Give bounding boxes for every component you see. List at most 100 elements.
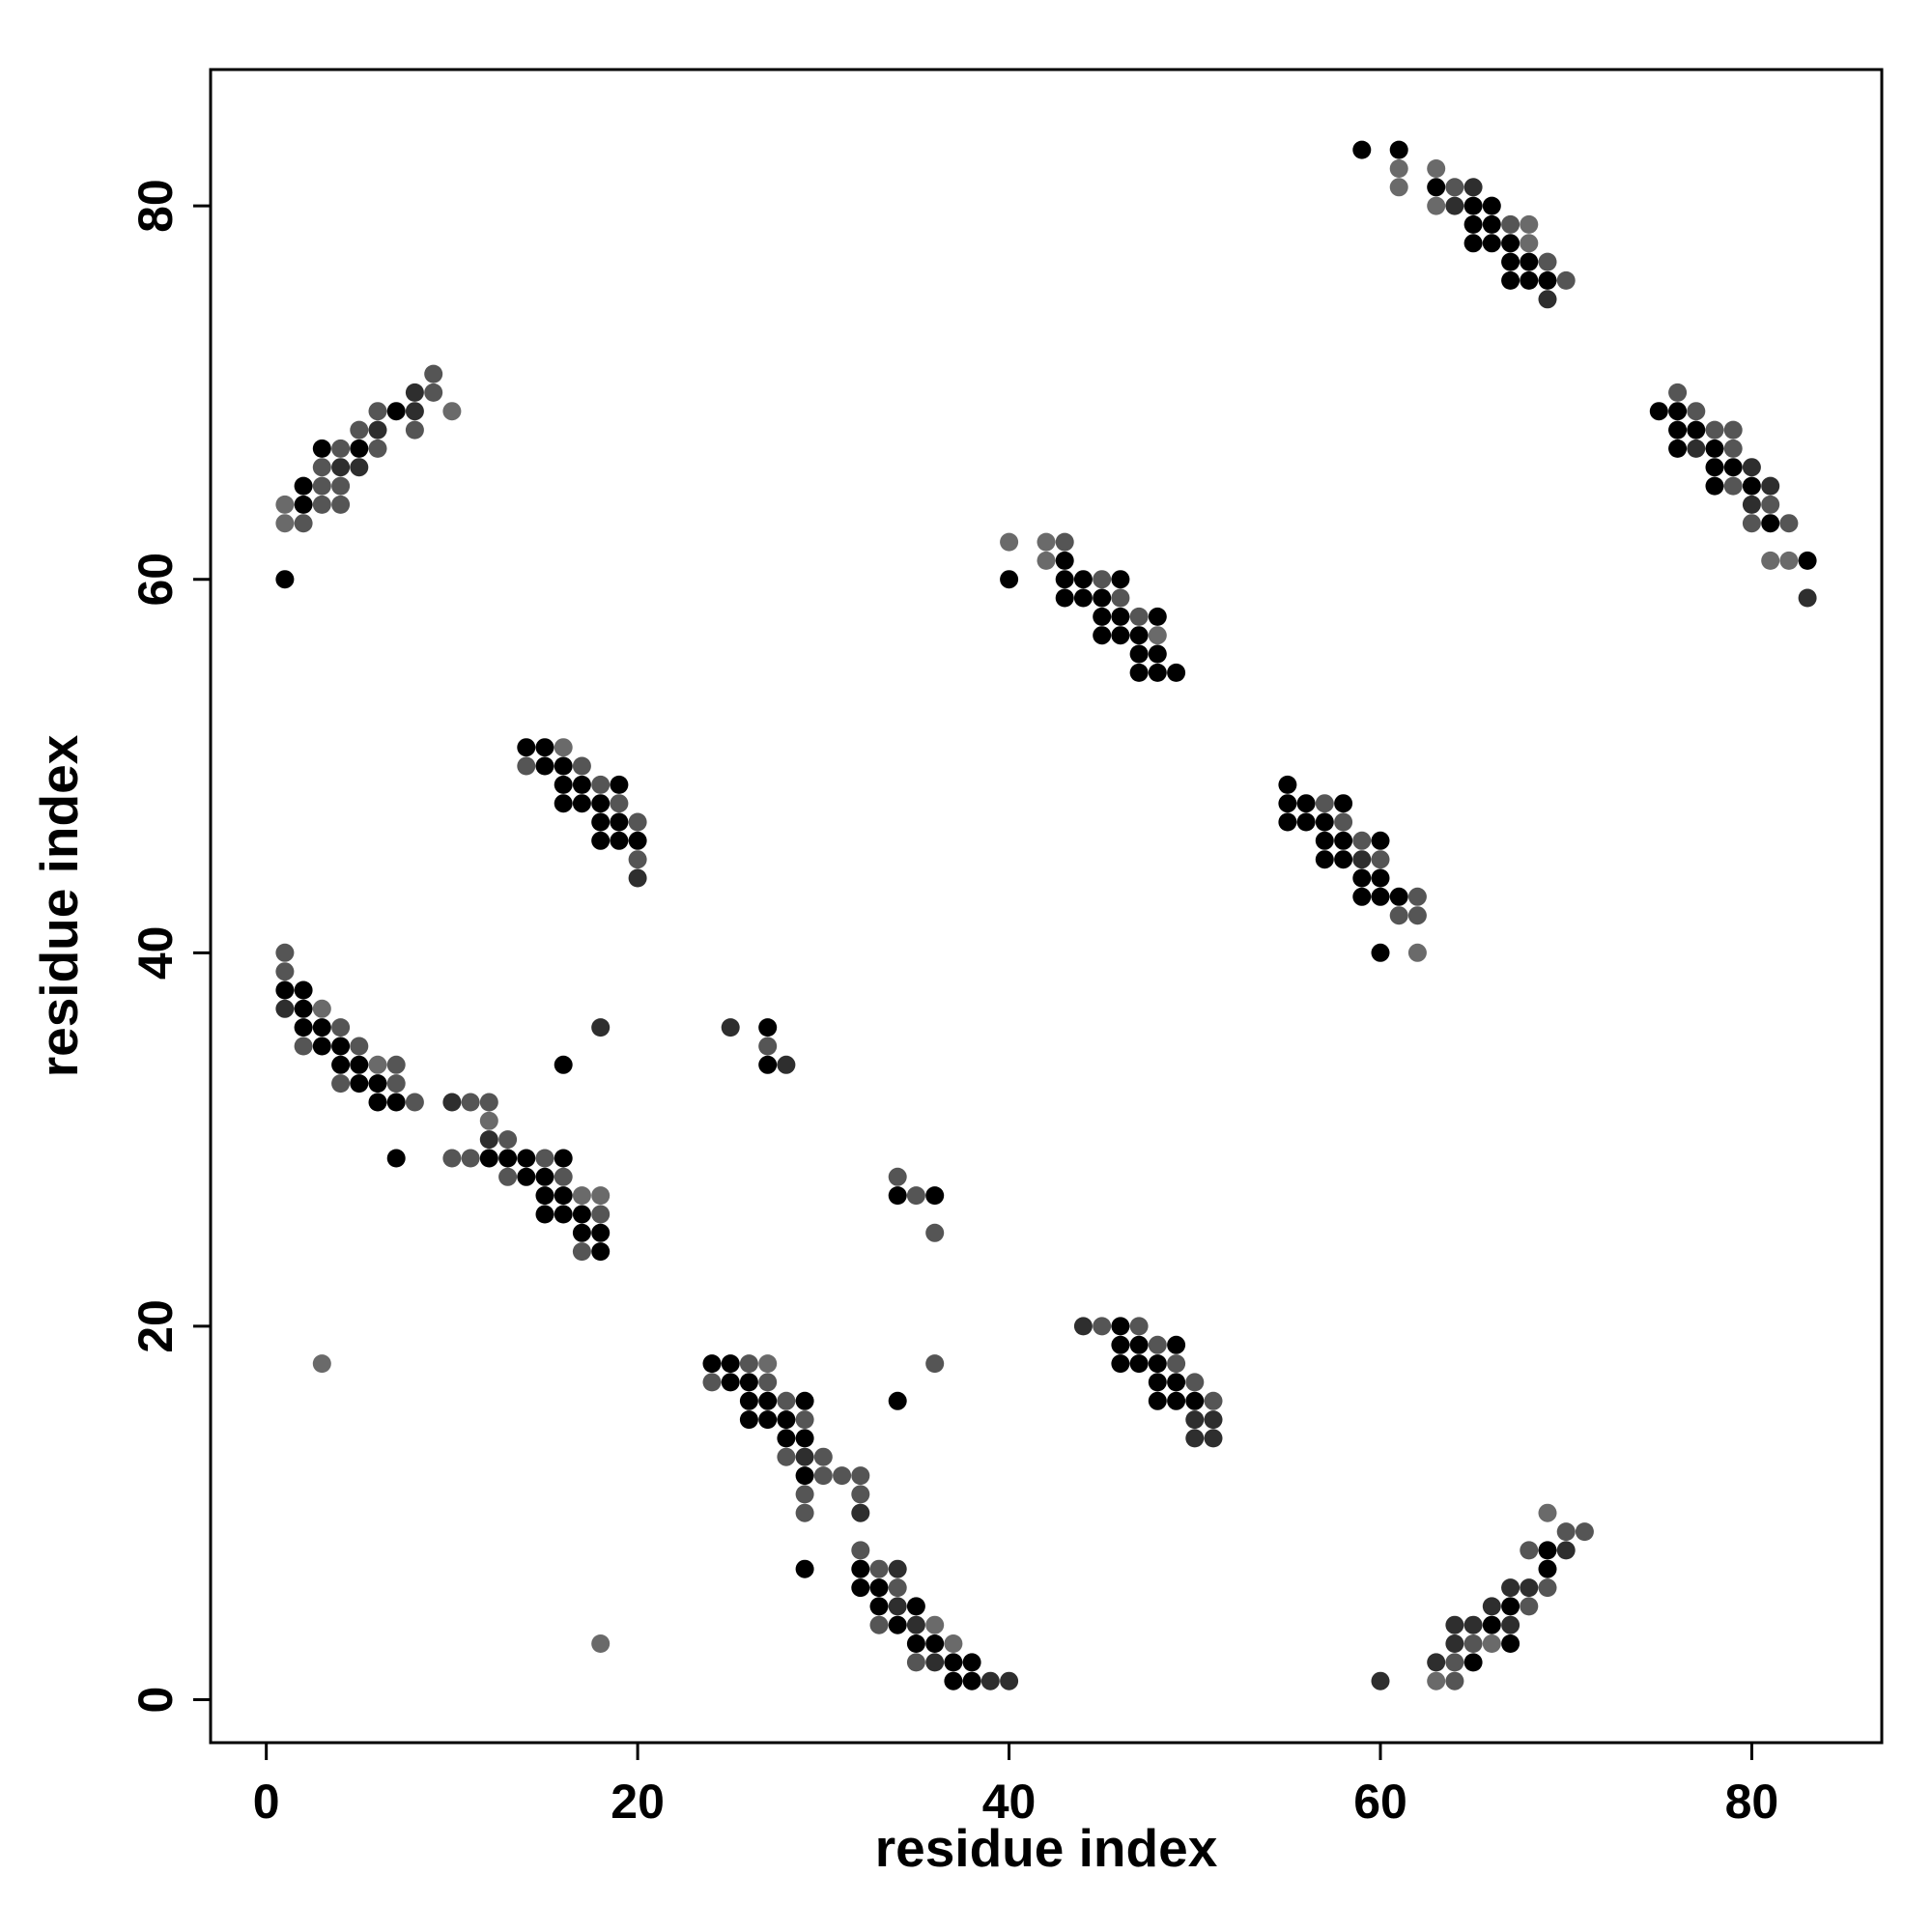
- data-point: [702, 1373, 722, 1392]
- data-point: [461, 1149, 480, 1168]
- data-point: [888, 1578, 907, 1598]
- data-point: [535, 738, 554, 757]
- data-point: [1278, 794, 1297, 813]
- data-point: [312, 458, 331, 477]
- data-point: [628, 850, 647, 869]
- data-point: [1761, 551, 1780, 570]
- data-point: [1538, 1578, 1557, 1598]
- data-point: [1742, 514, 1761, 533]
- data-point: [1334, 794, 1353, 813]
- data-point: [1761, 476, 1780, 496]
- data-point: [368, 439, 387, 458]
- data-point: [1204, 1429, 1223, 1448]
- data-point: [906, 1186, 925, 1206]
- data-point: [386, 1074, 406, 1094]
- data-point: [962, 1671, 981, 1690]
- data-point: [479, 1130, 498, 1150]
- data-point: [758, 1410, 778, 1430]
- y-axis-title: residue index: [29, 734, 89, 1077]
- data-point: [294, 999, 313, 1018]
- data-point: [851, 1559, 870, 1578]
- y-axis: 0 20 40 60 80: [128, 179, 211, 1713]
- data-point: [906, 1615, 925, 1634]
- data-point: [312, 476, 331, 496]
- data-point: [1389, 887, 1408, 906]
- data-point: [925, 1615, 945, 1634]
- data-point: [758, 1373, 778, 1392]
- data-point: [1371, 868, 1390, 888]
- data-point: [1742, 458, 1761, 477]
- data-point: [610, 831, 629, 850]
- data-point: [1073, 588, 1093, 608]
- data-point: [1315, 794, 1334, 813]
- data-point: [1538, 252, 1557, 271]
- data-point: [312, 439, 331, 458]
- data-point: [1111, 1317, 1130, 1336]
- data-point: [1687, 420, 1706, 440]
- data-point: [442, 1149, 462, 1168]
- data-point: [1556, 1541, 1576, 1560]
- data-point: [1501, 1597, 1520, 1616]
- x-tick-label: 60: [1353, 1775, 1407, 1829]
- data-point: [1668, 402, 1688, 421]
- data-point: [1167, 1335, 1186, 1354]
- data-point: [888, 1167, 907, 1186]
- data-point: [591, 1242, 611, 1262]
- data-point: [517, 738, 536, 757]
- data-point: [591, 1186, 611, 1206]
- data-point: [275, 514, 295, 533]
- data-point: [777, 1447, 796, 1466]
- data-point: [925, 1634, 945, 1653]
- data-point: [294, 980, 313, 1000]
- data-point: [1371, 831, 1390, 850]
- data-point: [869, 1615, 889, 1634]
- data-point: [498, 1167, 518, 1186]
- x-tick-label: 40: [982, 1775, 1037, 1829]
- data-point: [554, 738, 573, 757]
- data-point: [591, 1634, 611, 1653]
- data-point: [1352, 831, 1372, 850]
- data-point: [1093, 626, 1112, 645]
- data-point: [331, 458, 351, 477]
- data-point: [1055, 551, 1074, 570]
- data-point: [1445, 196, 1464, 215]
- data-point: [1278, 775, 1297, 794]
- data-point: [535, 1149, 554, 1168]
- data-point: [777, 1391, 796, 1410]
- data-point: [1185, 1429, 1205, 1448]
- data-point: [442, 402, 462, 421]
- data-point: [1352, 850, 1372, 869]
- data-point: [1723, 420, 1743, 440]
- data-point: [795, 1466, 814, 1486]
- data-point: [628, 868, 647, 888]
- data-point: [851, 1503, 870, 1522]
- data-point: [350, 420, 369, 440]
- data-point: [1723, 476, 1743, 496]
- data-point: [1463, 234, 1483, 253]
- data-point: [1538, 1559, 1557, 1578]
- data-point: [572, 1205, 591, 1224]
- data-point: [721, 1373, 740, 1392]
- data-point: [1185, 1391, 1205, 1410]
- data-point: [1427, 1653, 1446, 1672]
- data-point: [610, 794, 629, 813]
- data-point: [331, 1018, 351, 1037]
- data-point: [1520, 270, 1539, 290]
- x-tick-label: 0: [253, 1775, 280, 1829]
- data-point: [405, 420, 424, 440]
- data-point: [275, 943, 295, 962]
- data-point: [1315, 812, 1334, 832]
- data-point: [1556, 1522, 1576, 1542]
- data-point: [739, 1410, 758, 1430]
- data-point: [275, 962, 295, 981]
- data-point: [1389, 159, 1408, 178]
- data-point: [833, 1466, 852, 1486]
- data-point: [331, 1055, 351, 1074]
- data-point: [739, 1373, 758, 1392]
- data-point: [1445, 1615, 1464, 1634]
- data-point: [1334, 812, 1353, 832]
- data-point: [1000, 1671, 1019, 1690]
- data-point: [1093, 570, 1112, 589]
- data-point: [777, 1410, 796, 1430]
- data-point: [442, 1093, 462, 1112]
